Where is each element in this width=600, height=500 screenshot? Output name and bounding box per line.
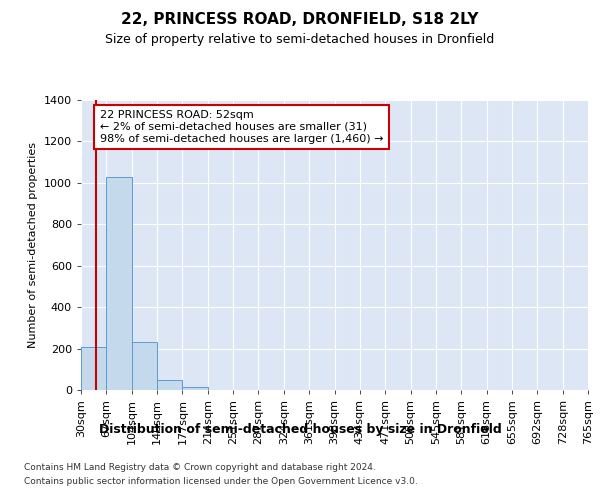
Bar [182, 387, 208, 390]
Y-axis label: Number of semi-detached properties: Number of semi-detached properties [28, 142, 38, 348]
Text: Distribution of semi-detached houses by size in Dronfield: Distribution of semi-detached houses by … [98, 422, 502, 436]
Bar [157, 380, 182, 390]
Bar [132, 342, 157, 390]
Text: Contains HM Land Registry data © Crown copyright and database right 2024.: Contains HM Land Registry data © Crown c… [24, 462, 376, 471]
Text: Size of property relative to semi-detached houses in Dronfield: Size of property relative to semi-detach… [106, 32, 494, 46]
Text: Contains public sector information licensed under the Open Government Licence v3: Contains public sector information licen… [24, 478, 418, 486]
Bar [81, 346, 106, 390]
Bar [106, 176, 132, 390]
Text: 22 PRINCESS ROAD: 52sqm
← 2% of semi-detached houses are smaller (31)
98% of sem: 22 PRINCESS ROAD: 52sqm ← 2% of semi-det… [100, 110, 383, 144]
Text: 22, PRINCESS ROAD, DRONFIELD, S18 2LY: 22, PRINCESS ROAD, DRONFIELD, S18 2LY [121, 12, 479, 28]
